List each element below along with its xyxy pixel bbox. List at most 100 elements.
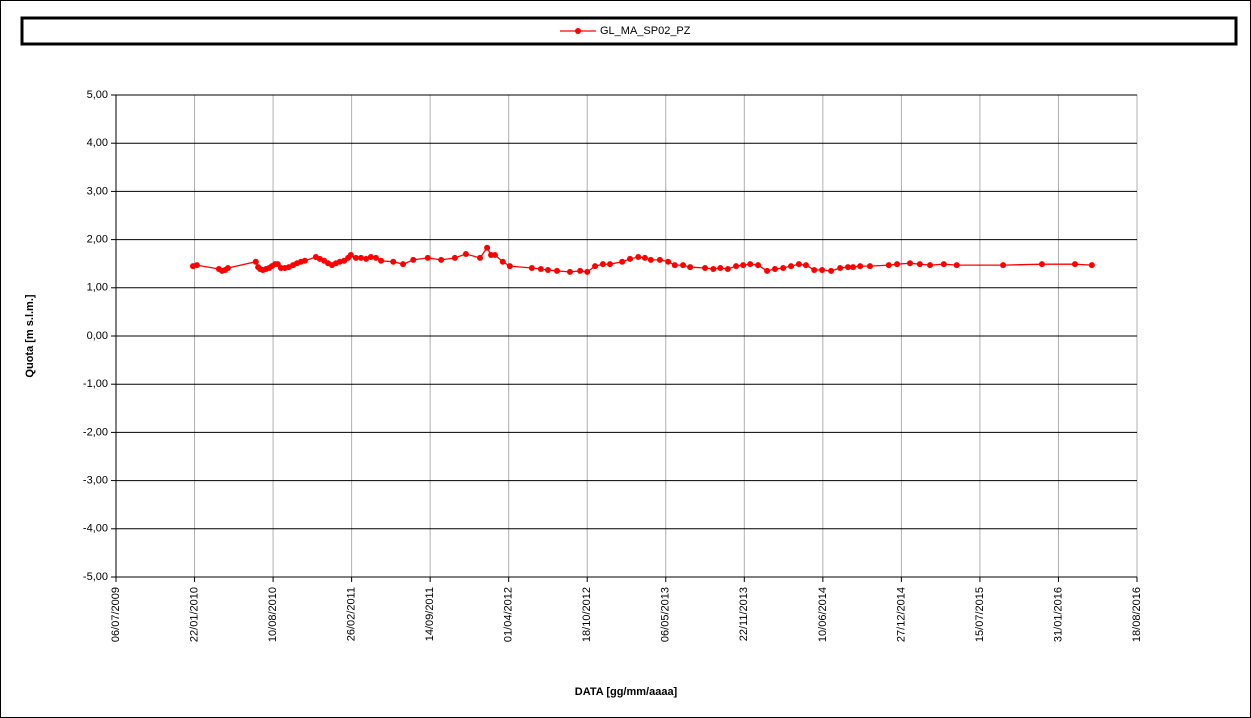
data-point bbox=[844, 264, 851, 271]
data-point bbox=[907, 260, 914, 267]
data-point bbox=[850, 264, 857, 271]
data-point bbox=[755, 262, 762, 269]
data-point bbox=[802, 262, 809, 269]
data-point bbox=[506, 263, 513, 270]
data-point bbox=[724, 266, 731, 273]
data-point bbox=[301, 257, 308, 264]
data-point bbox=[771, 266, 778, 273]
data-point bbox=[837, 265, 844, 272]
y-tick-label: 2,00 bbox=[87, 234, 108, 246]
y-tick-label: -4,00 bbox=[83, 523, 108, 535]
data-point bbox=[438, 256, 445, 263]
data-point bbox=[940, 261, 947, 268]
data-point bbox=[953, 262, 960, 269]
y-tick-label: 5,00 bbox=[87, 89, 108, 101]
data-point bbox=[747, 261, 754, 268]
y-tick-label: 3,00 bbox=[87, 185, 108, 197]
data-point bbox=[656, 256, 663, 263]
legend-marker bbox=[575, 28, 581, 34]
data-point bbox=[894, 261, 901, 268]
data-point bbox=[795, 261, 802, 268]
data-point bbox=[347, 252, 354, 259]
data-point bbox=[680, 262, 687, 269]
data-point bbox=[702, 265, 709, 272]
data-point bbox=[252, 258, 259, 265]
x-tick-label: 22/11/2013 bbox=[738, 587, 750, 641]
data-point bbox=[916, 261, 923, 268]
data-point bbox=[484, 244, 491, 251]
x-tick-label: 15/07/2015 bbox=[974, 587, 986, 642]
data-point bbox=[544, 266, 551, 273]
x-tick-label: 18/10/2012 bbox=[581, 587, 593, 642]
data-point bbox=[577, 267, 584, 274]
x-tick-label: 10/08/2010 bbox=[267, 587, 279, 642]
data-point bbox=[788, 263, 795, 270]
y-tick-label: -1,00 bbox=[83, 378, 108, 390]
x-tick-label: 06/05/2013 bbox=[660, 587, 672, 642]
data-point bbox=[1088, 262, 1095, 269]
data-point bbox=[866, 263, 873, 270]
y-tick-label: -3,00 bbox=[83, 475, 108, 487]
data-point bbox=[193, 262, 200, 269]
data-point bbox=[584, 268, 591, 275]
data-point bbox=[352, 254, 359, 261]
data-point bbox=[733, 263, 740, 270]
x-tick-label: 22/01/2010 bbox=[188, 587, 200, 642]
data-point bbox=[592, 263, 599, 270]
data-point bbox=[372, 254, 379, 261]
data-point bbox=[553, 267, 560, 274]
data-point bbox=[462, 251, 469, 258]
data-point bbox=[857, 263, 864, 270]
data-point bbox=[390, 258, 397, 265]
data-point bbox=[477, 254, 484, 261]
data-point bbox=[811, 266, 818, 273]
y-axis-title: Quota [m s.l.m.] bbox=[24, 294, 36, 377]
data-point bbox=[641, 254, 648, 261]
x-tick-label: 01/04/2012 bbox=[503, 587, 515, 642]
data-point bbox=[358, 254, 365, 261]
x-axis-title: DATA [gg/mm/aaaa] bbox=[575, 686, 678, 698]
data-point bbox=[528, 265, 535, 272]
y-tick-label: -5,00 bbox=[83, 571, 108, 583]
y-tick-label: -2,00 bbox=[83, 426, 108, 438]
x-tick-label: 31/01/2016 bbox=[1052, 587, 1064, 642]
data-point bbox=[491, 252, 498, 259]
data-point bbox=[367, 253, 374, 260]
data-point bbox=[1000, 262, 1007, 269]
legend-label: GL_MA_SP02_PZ bbox=[600, 25, 691, 37]
data-point bbox=[635, 253, 642, 260]
data-point bbox=[537, 266, 544, 273]
legend-box bbox=[20, 16, 1238, 46]
data-point bbox=[378, 257, 385, 264]
data-point bbox=[780, 265, 787, 272]
data-point bbox=[885, 262, 892, 269]
data-point bbox=[671, 262, 678, 269]
x-tick-label: 06/07/2009 bbox=[110, 587, 122, 642]
data-point bbox=[499, 258, 506, 265]
data-point bbox=[828, 267, 835, 274]
y-tick-label: 0,00 bbox=[87, 330, 108, 342]
y-tick-label: 4,00 bbox=[87, 137, 108, 149]
data-point bbox=[717, 265, 724, 272]
data-point bbox=[819, 266, 826, 273]
data-point bbox=[1071, 261, 1078, 268]
data-point bbox=[1038, 261, 1045, 268]
data-point bbox=[764, 267, 771, 274]
data-point bbox=[410, 256, 417, 263]
data-point bbox=[424, 254, 431, 261]
data-point bbox=[400, 261, 407, 268]
data-point bbox=[451, 254, 458, 261]
x-tick-label: 26/02/2011 bbox=[346, 587, 358, 641]
data-point bbox=[740, 262, 747, 269]
data-point bbox=[224, 265, 231, 272]
y-tick-label: 1,00 bbox=[87, 282, 108, 294]
x-tick-label: 14/09/2011 bbox=[424, 587, 436, 641]
data-point bbox=[627, 255, 634, 262]
data-point bbox=[599, 261, 606, 268]
data-point bbox=[607, 261, 614, 268]
data-point bbox=[927, 262, 934, 269]
data-point bbox=[687, 264, 694, 271]
